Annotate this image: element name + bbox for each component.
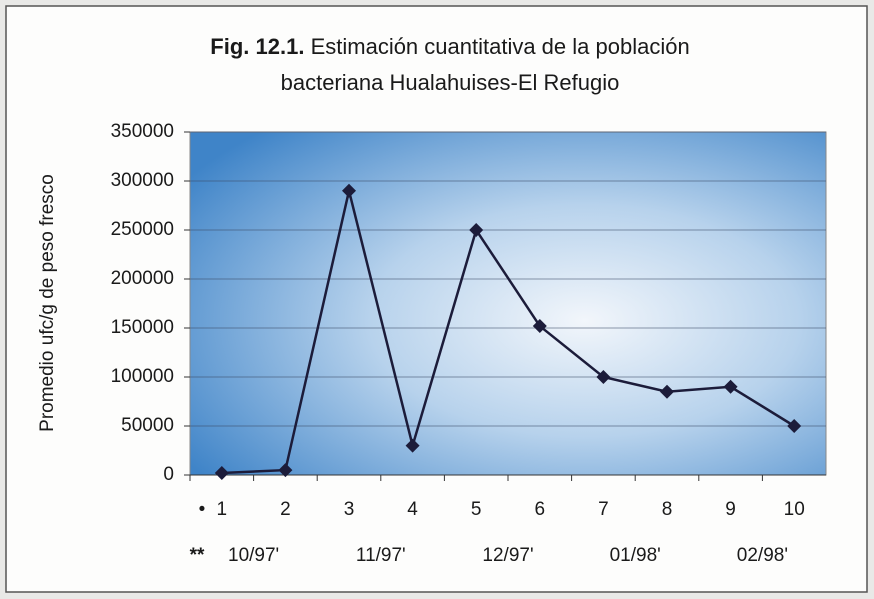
x-tick-label: 1 <box>217 499 228 520</box>
x-tick-label: 5 <box>471 499 482 520</box>
period-label: 11/97' <box>356 545 406 566</box>
period-label: 01/98' <box>610 545 661 566</box>
chart-title: Fig. 12.1. Estimación cuantitativa de la… <box>210 34 689 59</box>
data-line <box>221 190 795 475</box>
x-tick-label: 7 <box>598 499 609 520</box>
x-tick-label: 2 <box>280 499 291 520</box>
period-label: 02/98' <box>737 545 788 566</box>
data-point <box>469 223 484 237</box>
period-label: 10/97' <box>228 545 279 566</box>
x-tick-label: 8 <box>662 499 673 520</box>
data-point <box>214 466 229 481</box>
title-line: bacteriana Hualahuises-El Refugio <box>281 70 620 95</box>
x-tick-label: 10 <box>784 499 805 520</box>
title-label: Fig. 12.1. <box>210 34 304 59</box>
x-tick-label: 9 <box>725 499 736 520</box>
data-point <box>596 370 611 384</box>
y-tick-label: 350000 <box>111 121 174 142</box>
data-point <box>723 379 738 394</box>
data-point <box>405 438 420 453</box>
x-tick-label: 3 <box>344 499 355 520</box>
data-point <box>342 183 356 198</box>
y-tick-label: 100000 <box>111 366 174 387</box>
data-point <box>660 384 674 399</box>
category-marker: • <box>199 499 206 520</box>
data-point <box>532 319 547 334</box>
y-tick-label: 0 <box>163 464 174 485</box>
x-tick-label: 6 <box>535 499 546 520</box>
y-tick-label: 250000 <box>111 219 174 240</box>
data-point <box>787 419 802 433</box>
y-tick-label: 150000 <box>111 317 174 338</box>
plot-area <box>189 131 827 476</box>
period-label: 12/97' <box>482 545 533 566</box>
y-tick-label: 50000 <box>121 415 174 436</box>
y-axis-label: Promedio ufc/g de peso fresco <box>37 174 58 432</box>
y-tick-label: 200000 <box>111 268 174 289</box>
title-line: Estimación cuantitativa de la población <box>311 34 690 59</box>
x-tick-label: 4 <box>407 499 418 520</box>
y-tick-label: 300000 <box>111 170 174 191</box>
data-point <box>278 463 293 478</box>
period-marker: ** <box>190 545 205 566</box>
